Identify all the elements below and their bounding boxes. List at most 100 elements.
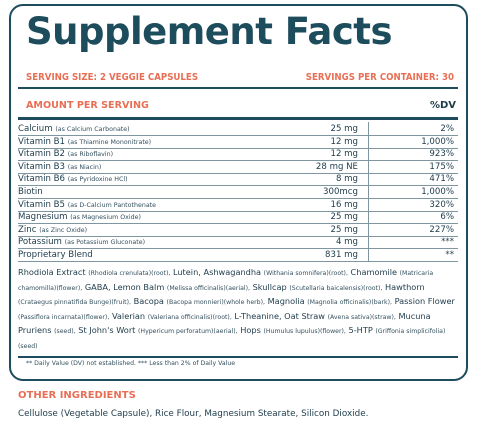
nutrient-source: (as Riboflavin) [67, 151, 114, 159]
nutrient-source: (as Niacin) [67, 163, 102, 171]
nutrient-row: Biotin 300mcg 1,000% [18, 186, 458, 199]
nutrient-amount: 300mcg [323, 187, 358, 197]
blend-ingredient-source: (Melissa officinalis)(aerial), [166, 284, 250, 292]
blend-ingredient: Bacopa [133, 296, 164, 307]
nutrient-label: Zinc [18, 224, 37, 235]
nutrient-label: Vitamin B3 [18, 161, 66, 172]
proprietary-blend-ingredients: Rhodiola Extract (Rhodiola crenulata)(ro… [18, 266, 460, 354]
column-divider [368, 122, 369, 262]
nutrient-label: Vitamin B5 [18, 199, 66, 210]
blend-ingredient: Rhodiola Extract [18, 267, 86, 277]
blend-ingredient: Magnolia [267, 296, 305, 307]
nutrient-name: Magnesium (as Magnesium Oxide) [18, 211, 141, 224]
nutrient-name: Vitamin B6 (as Pyridoxine HCl) [18, 173, 128, 186]
supplement-facts-panel [9, 4, 468, 381]
blend-ingredient-source: (Griffonia simplicifolia)(seed) [18, 328, 446, 350]
nutrient-label: Calcium [18, 124, 53, 134]
blend-ingredient: Chamomile [350, 267, 398, 277]
blend-ingredient: L-Theanine, Oat Straw [234, 310, 325, 321]
nutrient-name: Vitamin B2 (as Riboflavin) [18, 148, 113, 161]
nutrient-source: (as Calcium Carbonate) [55, 126, 130, 133]
blend-ingredient-source: (Scutellaria baicalensis)(root), [289, 284, 383, 292]
blend-ingredient: Lutein, [172, 267, 201, 277]
blend-ingredient: Hawthorn [384, 281, 425, 292]
servings-per-container: SERVINGS PER CONTAINER: 30 [305, 72, 454, 83]
nutrient-dv: 6% [440, 212, 454, 223]
blend-ingredient: Passion Flower [394, 296, 455, 307]
nutrient-label: Vitamin B2 [18, 149, 66, 160]
nutrient-amount: 12 mg [330, 136, 359, 147]
nutrient-dv: *** [441, 237, 454, 248]
blend-ingredient: Valerian [111, 310, 146, 321]
nutrient-amount: 4 mg [335, 237, 358, 248]
nutrient-row: Magnesium (as Magnesium Oxide) 25 mg 6% [18, 211, 458, 225]
nutrient-dv: 175% [429, 161, 454, 172]
rule-thick [18, 117, 458, 120]
nutrient-row: Vitamin B3 (as Niacin) 28 mg NE 175% [18, 161, 458, 174]
blend-ingredient-source: (Withania somnifera)(root), [263, 270, 348, 277]
nutrient-amount: 28 mg NE [315, 161, 358, 172]
nutrient-label: Magnesium [18, 212, 68, 223]
nutrient-source: (as Magnesium Oxide) [70, 214, 141, 222]
blend-ingredient-source: (Rhodiola crenulata)(root), [88, 270, 171, 277]
blend-ingredient: GABA, Lemon Balm [84, 281, 165, 292]
nutrient-row: Potassium (as Potassium Gluconate) 4 mg **… [18, 236, 458, 250]
nutrient-row: Vitamin B5 (as D-Calcium Pantothenate 16 … [18, 199, 458, 212]
nutrient-dv: 923% [429, 149, 454, 160]
nutrient-source: (as Zinc Oxide) [39, 226, 88, 234]
nutrient-row: Vitamin B2 (as Riboflavin) 12 mg 923% [18, 148, 458, 162]
nutrient-name: Biotin [18, 186, 43, 198]
nutrient-name: Vitamin B1 (as Thiamine Mononitrate) [18, 136, 151, 149]
nutrient-amount: 831 mg [325, 250, 358, 260]
blend-ingredient-source: (Crataegus pinnatifida Bunge)(fruit), [18, 299, 131, 307]
nutrient-dv: 471% [429, 174, 454, 185]
nutrient-name: Proprietary Blend [18, 249, 93, 261]
blend-ingredient-source: (Humulus lupulus)(flower), [263, 328, 346, 336]
blend-ingredient-source: (Avena sativa)(straw), [327, 313, 396, 321]
nutrient-name: Potassium (as Potassium Gluconate) [18, 236, 145, 249]
serving-size: SERVING SIZE: 2 VEGGIE CAPSULES [26, 72, 199, 83]
nutrient-label: Vitamin B6 [18, 174, 66, 185]
nutrient-row: Zinc (as Zinc Oxide) 25 mg 227% [18, 224, 458, 237]
nutrient-name: Calcium (as Calcium Carbonate) [18, 123, 130, 136]
blend-ingredient-source: (Hypericum perforatum)(aerial), [138, 328, 238, 336]
nutrient-amount: 12 mg [330, 149, 359, 160]
other-ingredients-heading: OTHER INGREDIENTS [18, 390, 136, 401]
nutrient-amount: 8 mg [335, 174, 358, 185]
blend-ingredient: 5-HTP [348, 325, 373, 336]
blend-ingredient: Ashwagandha [203, 267, 262, 277]
nutrient-row: Calcium (as Calcium Carbonate) 25 mg 2% [18, 123, 458, 136]
nutrient-amount: 25 mg [330, 124, 359, 134]
nutrient-dv: 1,000% [421, 187, 454, 197]
daily-value-footnote: ** Daily Value (DV) not established. ***… [26, 360, 236, 367]
blend-ingredient-source: (Bacopa monnieri)(whole herb), [166, 299, 265, 307]
nutrient-dv: 227% [429, 224, 454, 235]
nutrient-name: Vitamin B5 (as D-Calcium Pantothenate [18, 199, 156, 212]
blend-ingredient: Hops [240, 325, 261, 336]
nutrient-source: (as D-Calcium Pantothenate [67, 201, 157, 209]
panel-title: Supplement Facts [26, 10, 393, 53]
nutrient-source: (as Potassium Gluconate) [64, 239, 146, 247]
nutrient-amount: 25 mg [330, 212, 359, 223]
nutrient-amount: 16 mg [330, 199, 359, 210]
rule-top [18, 87, 458, 89]
nutrient-dv: 320% [429, 199, 454, 210]
nutrient-dv: 2% [440, 124, 454, 134]
blend-ingredient: St John's Wort [78, 325, 136, 336]
amount-per-serving-header: AMOUNT PER SERVING [26, 100, 149, 111]
blend-ingredient-source: (seed), [54, 328, 76, 336]
blend-ingredient: Skullcap [252, 281, 287, 292]
nutrient-row: Vitamin B6 (as Pyridoxine HCl) 8 mg 471% [18, 173, 458, 187]
nutrient-dv: 1,000% [421, 136, 454, 147]
blend-ingredient: Mucuna Pruriens [18, 310, 431, 336]
blend-ingredient-source: (Valeriana officinalis)(root), [147, 313, 232, 321]
nutrient-name: Zinc (as Zinc Oxide) [18, 224, 87, 237]
nutrient-source: (as Pyridoxine HCl) [67, 176, 128, 184]
nutrient-source: (as Thiamine Mononitrate) [67, 138, 152, 146]
other-ingredients-text: Cellulose (Vegetable Capsule), Rice Flou… [18, 409, 369, 419]
nutrient-label: Potassium [18, 237, 62, 248]
rule-bottom [18, 356, 458, 358]
nutrient-row: Vitamin B1 (as Thiamine Mononitrate) 12 m… [18, 136, 458, 149]
nutrient-label: Proprietary Blend [18, 250, 93, 260]
nutrient-dv: ** [445, 250, 454, 260]
